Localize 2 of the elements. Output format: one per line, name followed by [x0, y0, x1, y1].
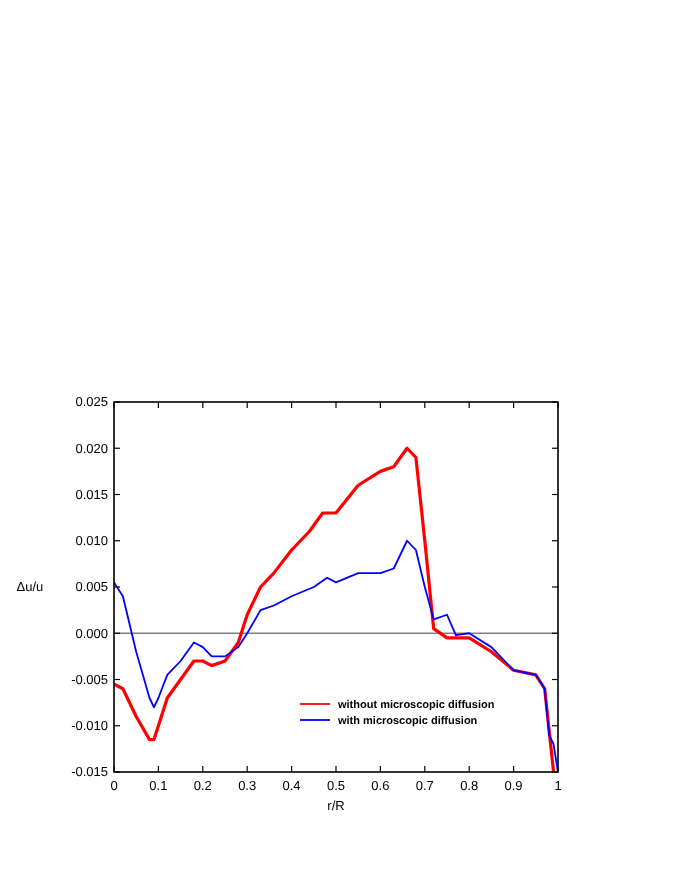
line-series	[114, 539, 558, 772]
line-series	[114, 446, 556, 772]
